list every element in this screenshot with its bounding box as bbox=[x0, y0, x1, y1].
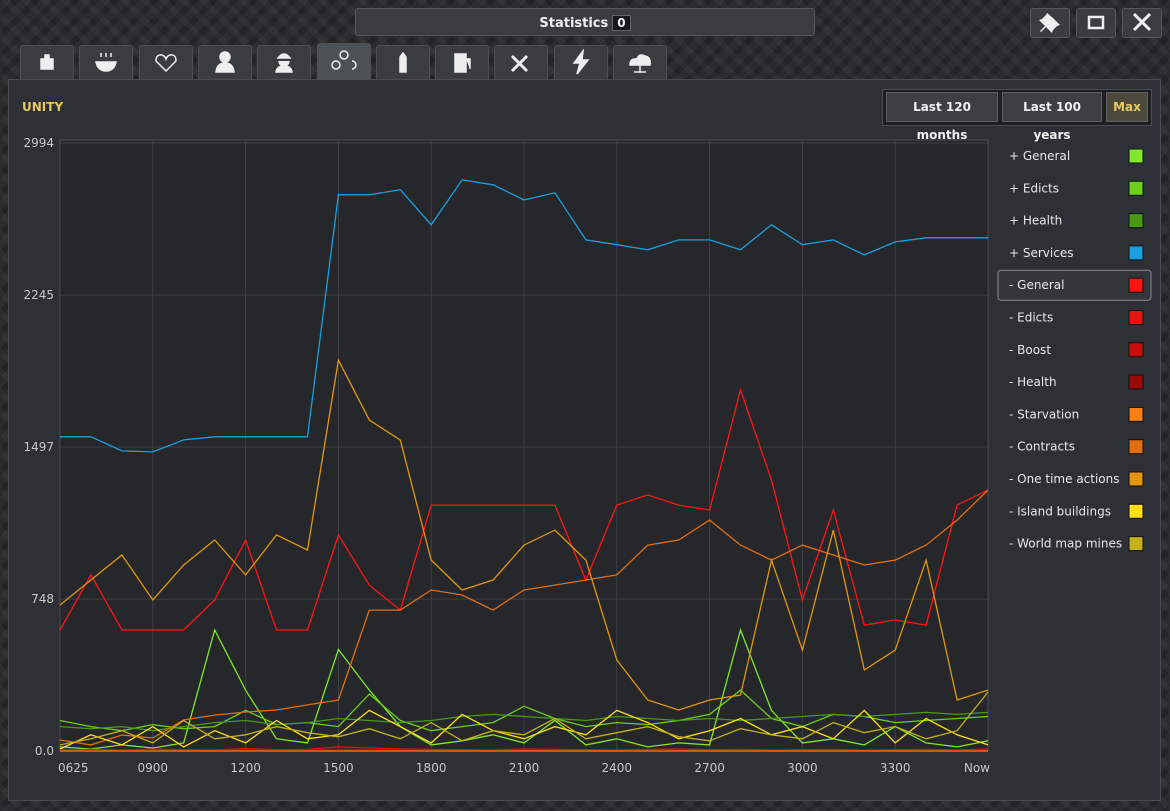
tab-icon bbox=[95, 53, 118, 72]
y-tick-label: 2994 bbox=[23, 136, 54, 150]
legend-swatch bbox=[1128, 374, 1144, 390]
legend-swatch bbox=[1128, 213, 1144, 229]
icon-shape bbox=[95, 53, 118, 72]
legend-label: + Health bbox=[1009, 214, 1062, 228]
tab-icon bbox=[215, 51, 235, 73]
legend-label: - One time actions bbox=[1009, 472, 1120, 486]
close-icon bbox=[1132, 12, 1152, 32]
tab[interactable] bbox=[375, 45, 430, 79]
range-button[interactable]: Max bbox=[1106, 92, 1148, 122]
icon-shape bbox=[629, 54, 651, 73]
icon-shape bbox=[154, 54, 177, 73]
tab[interactable] bbox=[435, 45, 490, 79]
tab-icon bbox=[629, 54, 651, 73]
chart-title: UNITY bbox=[22, 100, 63, 114]
x-tick-label: Now bbox=[964, 761, 990, 775]
max-icon bbox=[1087, 15, 1105, 30]
tab[interactable] bbox=[553, 45, 608, 79]
icon-shape bbox=[454, 53, 471, 73]
pin-icon bbox=[1039, 13, 1060, 33]
series-line bbox=[59, 358, 989, 711]
tab[interactable] bbox=[316, 43, 371, 80]
legend-label: - General bbox=[1009, 278, 1064, 292]
legend-swatch bbox=[1128, 310, 1144, 325]
legend-label: + Edicts bbox=[1009, 181, 1059, 195]
pin-button[interactable] bbox=[1030, 8, 1070, 38]
title-bar: Statistics 0 bbox=[355, 8, 815, 36]
legend-label: + General bbox=[1009, 149, 1070, 163]
y-tick-label: 1497 bbox=[23, 440, 54, 454]
series-line bbox=[59, 709, 989, 750]
tab-icon bbox=[40, 54, 54, 70]
range-button[interactable]: Last 120 months bbox=[886, 92, 998, 142]
icon-shape bbox=[330, 50, 357, 70]
tab-icon bbox=[330, 50, 357, 70]
x-tick-label: 2100 bbox=[509, 761, 540, 775]
x-tick-label: 3300 bbox=[880, 761, 911, 775]
x-tick-label: 1800 bbox=[416, 761, 447, 775]
badge: 0 bbox=[612, 15, 631, 31]
y-tick-label: 0.0 bbox=[35, 744, 54, 758]
tab[interactable] bbox=[197, 45, 252, 79]
tab-icon bbox=[572, 48, 590, 75]
tab-icon bbox=[275, 53, 294, 73]
y-tick-label: 748 bbox=[31, 592, 54, 606]
tab-icon bbox=[154, 54, 177, 73]
legend-swatch bbox=[1128, 536, 1144, 552]
tab[interactable] bbox=[20, 45, 74, 79]
tab[interactable] bbox=[257, 45, 312, 79]
series-line bbox=[59, 711, 989, 732]
icon-shape bbox=[511, 54, 529, 73]
legend-swatch bbox=[1128, 245, 1144, 261]
x-tick-label: 1200 bbox=[230, 761, 261, 775]
legend-highlight bbox=[997, 269, 1152, 301]
series-line bbox=[59, 387, 989, 631]
x-tick-label: 2400 bbox=[602, 761, 633, 775]
tab-icon bbox=[454, 53, 471, 73]
series-line bbox=[59, 691, 989, 746]
x-tick-label: 2700 bbox=[694, 761, 725, 775]
legend-label: - Island buildings bbox=[1009, 504, 1111, 518]
legend-label: - Starvation bbox=[1009, 407, 1079, 421]
icon-shape bbox=[215, 51, 235, 73]
series-line bbox=[60, 179, 988, 453]
legend-swatch bbox=[1128, 342, 1144, 358]
maximize-button[interactable] bbox=[1076, 8, 1116, 38]
legend-swatch bbox=[1128, 439, 1144, 455]
legend-swatch bbox=[1128, 503, 1144, 519]
x-tick-label: 0900 bbox=[138, 761, 169, 775]
tab[interactable] bbox=[138, 45, 193, 79]
title-text: Statistics 0 bbox=[356, 15, 814, 31]
window-title: Statistics bbox=[539, 16, 609, 31]
legend-label: - Contracts bbox=[1009, 440, 1075, 454]
range-button[interactable]: Last 100 years bbox=[1002, 92, 1102, 142]
icon-shape bbox=[572, 48, 590, 75]
legend-label: - Edicts bbox=[1009, 311, 1053, 325]
tab-icon bbox=[399, 51, 407, 73]
close-button[interactable] bbox=[1122, 8, 1162, 38]
x-tick-label: 0625 bbox=[58, 761, 89, 775]
legend-label: - World map mines bbox=[1009, 537, 1122, 551]
x-tick-label: 3000 bbox=[787, 761, 818, 775]
x-tick-label: 1500 bbox=[323, 761, 354, 775]
icon-shape bbox=[399, 51, 407, 73]
legend-swatch bbox=[1128, 406, 1144, 422]
icon-shape bbox=[40, 54, 54, 70]
tab-icon bbox=[511, 54, 529, 73]
legend-swatch bbox=[1128, 277, 1144, 293]
legend-label: + Services bbox=[1009, 246, 1073, 260]
legend-swatch bbox=[1128, 148, 1144, 164]
tab[interactable] bbox=[613, 45, 667, 79]
legend-swatch bbox=[1128, 180, 1144, 196]
legend-label: - Health bbox=[1009, 375, 1057, 389]
tab[interactable] bbox=[79, 45, 134, 79]
tab[interactable] bbox=[494, 45, 549, 79]
legend-label: - Boost bbox=[1009, 343, 1051, 357]
legend-swatch bbox=[1128, 471, 1144, 487]
icon-shape bbox=[275, 53, 294, 73]
series-line bbox=[59, 489, 989, 746]
y-tick-label: 2245 bbox=[23, 288, 54, 302]
